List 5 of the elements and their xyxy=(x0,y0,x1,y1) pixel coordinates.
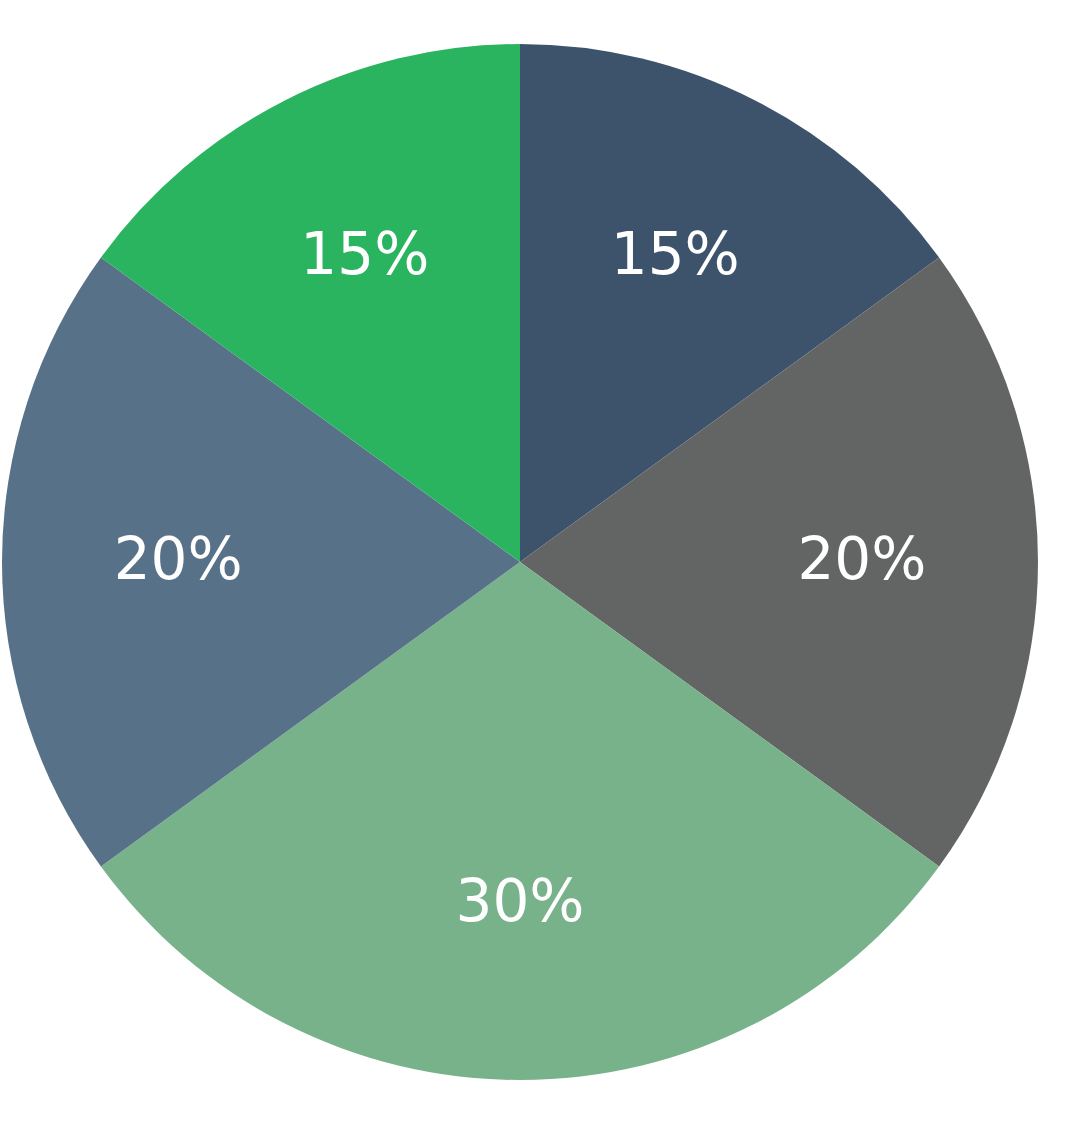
data-label: 15% xyxy=(610,220,740,289)
data-label: 15% xyxy=(300,220,430,289)
data-label: 20% xyxy=(113,525,243,593)
data-label: 30% xyxy=(455,866,585,935)
data-label: 20% xyxy=(797,525,927,593)
